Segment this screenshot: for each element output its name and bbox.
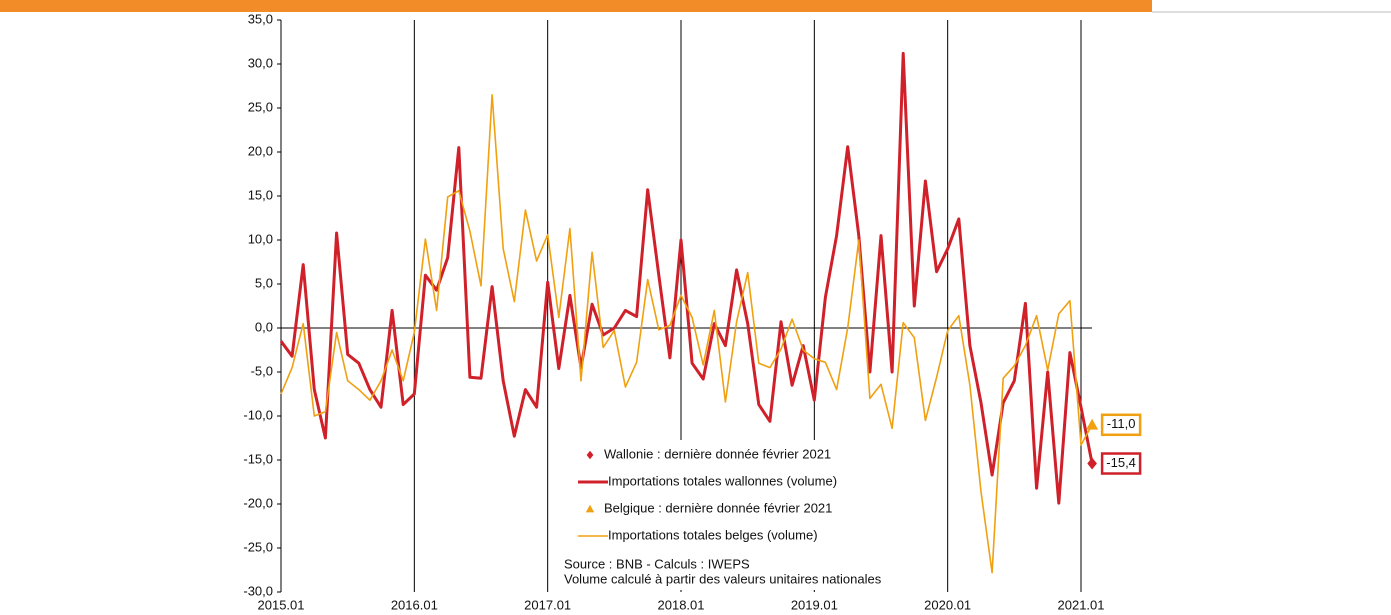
series-line <box>279 51 1094 505</box>
method-note: Volume calculé à partir des valeurs unit… <box>564 571 882 586</box>
y-tick-label: 15,0 <box>248 187 273 202</box>
value-label-box <box>1100 452 1142 475</box>
value-label-box <box>1100 413 1142 437</box>
y-tick-label: -30,0 <box>243 583 273 598</box>
legend-label: Importations totales belges (volume) <box>608 527 818 542</box>
y-tick-label: 10,0 <box>248 231 273 246</box>
x-tick-label: 2020.01 <box>924 597 971 612</box>
x-tick-label: 2021.01 <box>1058 597 1105 612</box>
y-tick-label: 0,0 <box>255 319 273 334</box>
legend-label: Belgique : dernière donnée février 2021 <box>604 500 832 515</box>
value-label: -11,0 <box>1107 416 1136 431</box>
x-tick-label: 2019.01 <box>791 597 838 612</box>
source-note: Source : BNB - Calculs : IWEPS <box>564 556 750 571</box>
y-tick-label: -5,0 <box>251 363 273 378</box>
y-tick-label: 25,0 <box>248 99 273 114</box>
triangle-marker <box>585 504 595 513</box>
diamond-marker <box>586 450 594 460</box>
top-banner <box>0 0 1152 12</box>
x-tick-label: 2018.01 <box>658 597 705 612</box>
y-tick-label: 5,0 <box>255 275 273 290</box>
y-tick-label: -25,0 <box>243 539 273 554</box>
diamond-marker <box>1087 457 1097 470</box>
x-tick-label: 2015.01 <box>258 597 305 612</box>
value-label: -15,4 <box>1106 455 1136 470</box>
y-tick-label: -15,0 <box>243 451 273 466</box>
x-tick-label: 2017.01 <box>524 597 571 612</box>
y-tick-label: -20,0 <box>243 495 273 510</box>
x-tick-label: 2016.01 <box>391 597 438 612</box>
legend-label: Wallonie : dernière donnée février 2021 <box>604 446 831 461</box>
triangle-marker <box>1086 418 1099 430</box>
y-tick-label: 20,0 <box>248 143 273 158</box>
legend-bg <box>560 440 940 590</box>
legend-label: Importations totales wallonnes (volume) <box>608 473 837 488</box>
y-tick-label: 35,0 <box>248 11 273 26</box>
y-tick-label: -10,0 <box>243 407 273 422</box>
y-tick-label: 30,0 <box>248 55 273 70</box>
series-line <box>280 94 1093 574</box>
